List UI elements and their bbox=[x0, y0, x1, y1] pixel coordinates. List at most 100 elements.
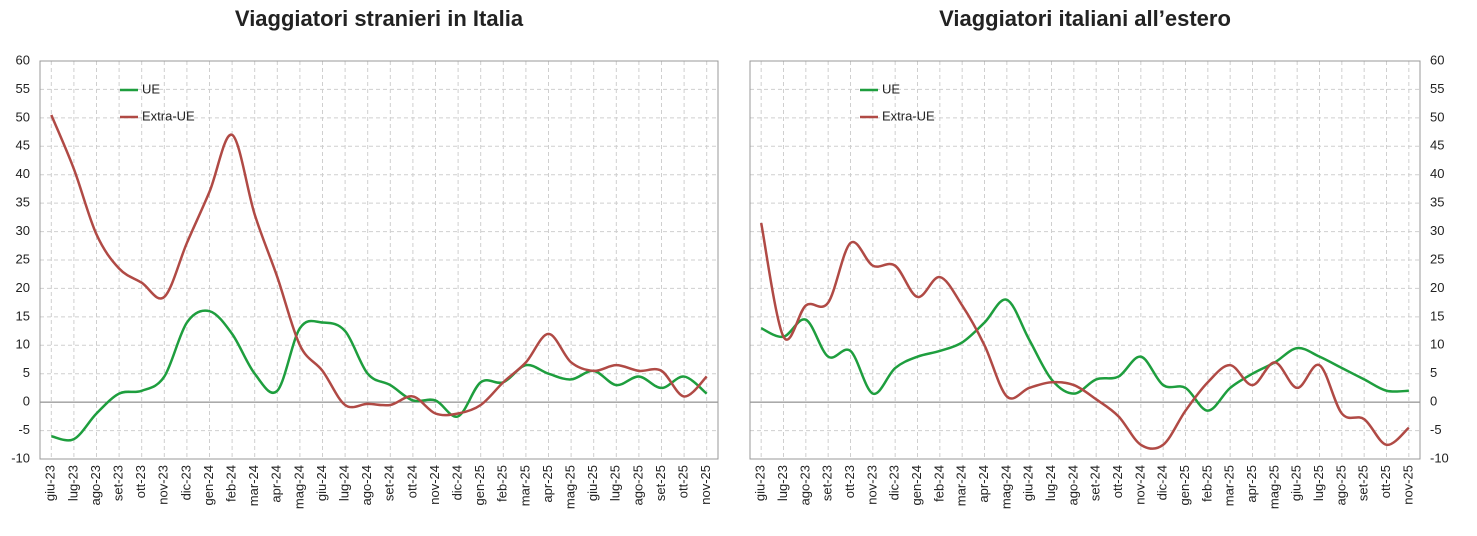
y-tick-label: 40 bbox=[16, 166, 30, 181]
x-tick-label: ago-24 bbox=[1065, 465, 1080, 505]
y-tick-label: 45 bbox=[16, 138, 30, 153]
y-tick-label: 0 bbox=[23, 394, 30, 409]
y-tick-label: 25 bbox=[16, 251, 30, 266]
y-tick-label: 30 bbox=[1430, 223, 1444, 238]
x-tick-label: giu-25 bbox=[585, 465, 600, 501]
x-tick-label: feb-25 bbox=[495, 465, 510, 502]
chart-title: Viaggiatori italiani all’estero bbox=[939, 6, 1231, 31]
x-tick-label: apr-24 bbox=[269, 465, 284, 503]
x-tick-label: ago-23 bbox=[797, 465, 812, 505]
x-tick-label: dic-23 bbox=[178, 465, 193, 500]
x-tick-label: mar-24 bbox=[954, 465, 969, 506]
legend-label: Extra-UE bbox=[142, 108, 195, 123]
y-tick-label: 10 bbox=[1430, 337, 1444, 352]
x-tick-label: lug-23 bbox=[775, 465, 790, 501]
y-tick-label: 20 bbox=[16, 280, 30, 295]
y-tick-label: 5 bbox=[1430, 365, 1437, 380]
y-tick-label: 15 bbox=[16, 308, 30, 323]
x-tick-label: gen-25 bbox=[1177, 465, 1192, 505]
y-tick-label: 55 bbox=[1430, 81, 1444, 96]
y-tick-label: 60 bbox=[1430, 52, 1444, 67]
y-tick-label: 30 bbox=[16, 223, 30, 238]
x-tick-label: giu-23 bbox=[753, 465, 768, 501]
x-tick-label: gen-24 bbox=[909, 465, 924, 505]
y-tick-label: 50 bbox=[16, 109, 30, 124]
data-line bbox=[759, 222, 1410, 450]
y-tick-label: 5 bbox=[23, 365, 30, 380]
x-tick-label: ago-23 bbox=[88, 465, 103, 505]
x-tick-label: set-25 bbox=[1356, 465, 1371, 501]
x-tick-label: lug-25 bbox=[608, 465, 623, 501]
x-tick-label: set-24 bbox=[1088, 465, 1103, 501]
x-tick-label: giu-24 bbox=[1021, 465, 1036, 501]
x-tick-label: set-25 bbox=[653, 465, 668, 501]
y-tick-label: 20 bbox=[1430, 280, 1444, 295]
x-tick-label: ott-25 bbox=[1378, 465, 1393, 498]
x-tick-label: giu-24 bbox=[314, 465, 329, 501]
y-tick-label: 55 bbox=[16, 81, 30, 96]
x-tick-label: mar-25 bbox=[517, 465, 532, 506]
y-tick-label: 35 bbox=[16, 195, 30, 210]
x-tick-label: ago-25 bbox=[1333, 465, 1348, 505]
y-tick-label: -10 bbox=[11, 450, 30, 465]
data-line bbox=[50, 114, 708, 417]
y-tick-label: -5 bbox=[1430, 422, 1442, 437]
y-tick-label: 60 bbox=[16, 52, 30, 67]
x-tick-label: set-23 bbox=[111, 465, 126, 501]
x-tick-label: mar-25 bbox=[1222, 465, 1237, 506]
x-tick-label: lug-24 bbox=[337, 465, 352, 501]
y-tick-label: 35 bbox=[1430, 195, 1444, 210]
x-tick-label: ott-24 bbox=[404, 465, 419, 498]
x-tick-label: giu-23 bbox=[43, 465, 58, 501]
legend-label: Extra-UE bbox=[882, 108, 935, 123]
x-tick-label: ago-25 bbox=[630, 465, 645, 505]
x-tick-label: giu-25 bbox=[1289, 465, 1304, 501]
x-tick-label: ott-24 bbox=[1110, 465, 1125, 498]
plot-frame bbox=[39, 60, 719, 460]
y-tick-label: 50 bbox=[1430, 109, 1444, 124]
x-tick-label: nov-25 bbox=[698, 465, 713, 505]
x-tick-label: dic-23 bbox=[887, 465, 902, 500]
x-tick-label: gen-25 bbox=[472, 465, 487, 505]
x-tick-label: set-24 bbox=[382, 465, 397, 501]
x-tick-label: nov-25 bbox=[1400, 465, 1415, 505]
y-tick-label: -5 bbox=[18, 422, 30, 437]
x-tick-label: nov-23 bbox=[864, 465, 879, 505]
x-tick-label: ago-24 bbox=[359, 465, 374, 505]
x-tick-label: ott-23 bbox=[133, 465, 148, 498]
x-tick-label: mag-25 bbox=[1266, 465, 1281, 509]
chart-title: Viaggiatori stranieri in Italia bbox=[235, 6, 524, 31]
x-tick-label: lug-23 bbox=[65, 465, 80, 501]
legend-label: UE bbox=[142, 81, 160, 96]
y-tick-label: 10 bbox=[16, 337, 30, 352]
plot-frame bbox=[749, 60, 1421, 460]
y-tick-label: 25 bbox=[1430, 251, 1444, 266]
x-tick-label: gen-24 bbox=[201, 465, 216, 505]
x-tick-label: set-23 bbox=[820, 465, 835, 501]
y-tick-label: 40 bbox=[1430, 166, 1444, 181]
x-tick-label: lug-24 bbox=[1043, 465, 1058, 501]
legend-label: UE bbox=[882, 81, 900, 96]
x-tick-label: apr-24 bbox=[976, 465, 991, 503]
data-line bbox=[51, 309, 708, 442]
x-tick-label: lug-25 bbox=[1311, 465, 1326, 501]
x-tick-label: dic-24 bbox=[450, 465, 465, 500]
x-tick-label: feb-25 bbox=[1199, 465, 1214, 502]
y-tick-label: -10 bbox=[1430, 450, 1449, 465]
data-line bbox=[760, 298, 1409, 412]
x-tick-label: nov-24 bbox=[427, 465, 442, 505]
x-tick-label: nov-23 bbox=[156, 465, 171, 505]
x-tick-label: mag-25 bbox=[563, 465, 578, 509]
x-tick-label: nov-24 bbox=[1132, 465, 1147, 505]
x-tick-label: ott-23 bbox=[842, 465, 857, 498]
x-tick-label: feb-24 bbox=[224, 465, 239, 502]
y-tick-label: 45 bbox=[1430, 138, 1444, 153]
y-tick-label: 15 bbox=[1430, 308, 1444, 323]
y-tick-label: 0 bbox=[1430, 394, 1437, 409]
x-tick-label: ott-25 bbox=[676, 465, 691, 498]
x-tick-label: apr-25 bbox=[1244, 465, 1259, 503]
x-tick-label: mar-24 bbox=[246, 465, 261, 506]
x-tick-label: feb-24 bbox=[931, 465, 946, 502]
x-tick-label: mag-24 bbox=[998, 465, 1013, 509]
